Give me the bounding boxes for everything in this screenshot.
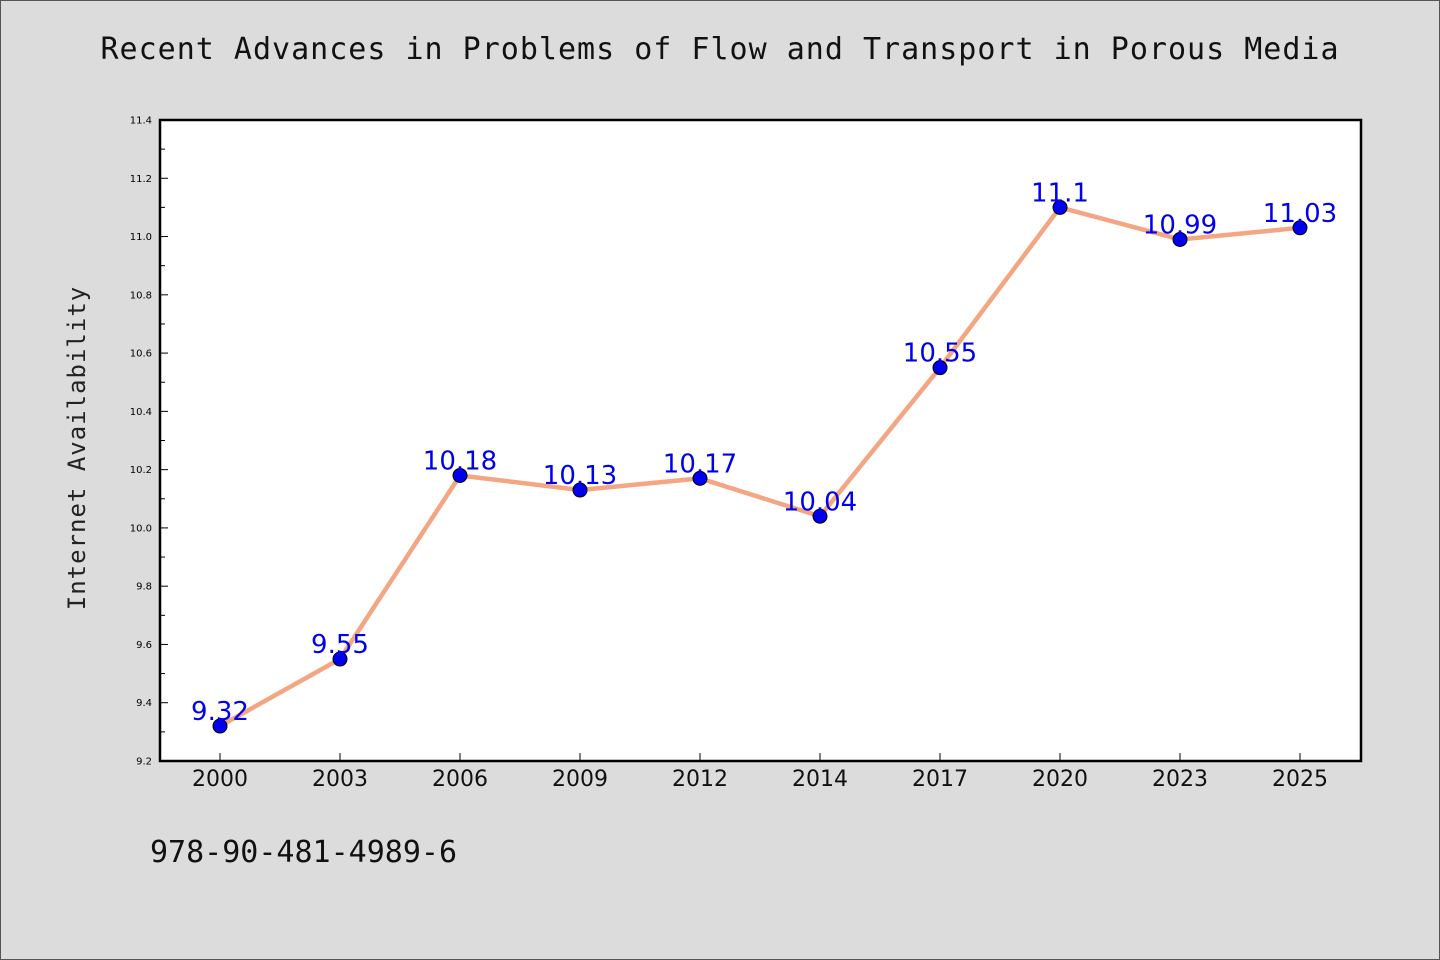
- y-tick-label: 10.8: [130, 290, 152, 301]
- x-tick-label: 2017: [912, 767, 968, 792]
- x-tick-label: 2012: [672, 767, 728, 792]
- x-tick-label: 2003: [312, 767, 368, 792]
- y-tick-label: 11.4: [130, 116, 152, 127]
- data-markers: [212, 199, 1308, 734]
- y-tick-label: 9.8: [136, 582, 152, 593]
- x-tick-label: 2023: [1152, 767, 1208, 792]
- data-point: [812, 508, 828, 524]
- chart-title: Recent Advances in Problems of Flow and …: [100, 32, 1340, 67]
- y-tick-label: 11.0: [130, 232, 152, 243]
- data-label: 9.55: [311, 630, 369, 660]
- x-tick-label: 2025: [1272, 767, 1328, 792]
- y-tick-label: 9.6: [136, 640, 152, 651]
- data-label: 10.04: [783, 487, 857, 517]
- plot-area: [158, 118, 1363, 763]
- y-tick-label: 10.4: [130, 407, 152, 418]
- data-label: 9.32: [191, 697, 249, 727]
- x-tick-label: 2020: [1032, 767, 1088, 792]
- data-label: 11.1: [1031, 178, 1089, 208]
- x-tick-label: 2000: [192, 767, 248, 792]
- data-point: [332, 651, 348, 667]
- y-tick-label: 10.0: [130, 523, 152, 534]
- x-tick-label: 2006: [432, 767, 488, 792]
- x-tick-label: 2014: [792, 767, 848, 792]
- x-tick-label: 2009: [552, 767, 608, 792]
- data-label: 10.18: [423, 446, 497, 476]
- data-point: [1292, 220, 1308, 236]
- data-point: [932, 360, 948, 376]
- isbn-footer: 978-90-481-4989-6: [150, 835, 458, 870]
- data-labels: 9.32 9.55 10.18 10.13 10.17 10.04 10.55 11.1 10.…: [191, 178, 1337, 727]
- data-label: 10.99: [1143, 210, 1217, 240]
- y-tick-label: 10.6: [130, 349, 152, 360]
- data-label: 10.17: [663, 449, 737, 479]
- y-tick-label: 11.2: [130, 174, 152, 185]
- data-point: [572, 482, 588, 498]
- series-line: [217, 205, 1303, 729]
- y-axis: 9.2 9.4 9.6 9.8 10.0 10.2 10.4 10.6 10.8 11.0 11.2…: [130, 116, 168, 768]
- data-point: [692, 470, 708, 486]
- data-point: [452, 467, 468, 483]
- x-axis: 2000 2003 2006 2009 2012 2014 2017 2020 2023 2025: [192, 753, 1328, 792]
- y-tick-label: 9.4: [136, 698, 152, 709]
- data-label: 11.03: [1263, 199, 1337, 229]
- data-point: [212, 718, 228, 734]
- data-point: [1052, 199, 1068, 215]
- data-label: 10.13: [543, 461, 617, 491]
- data-point: [1172, 231, 1188, 247]
- y-tick-label: 10.2: [130, 465, 152, 476]
- y-tick-label: 9.2: [136, 757, 152, 768]
- data-label: 10.55: [903, 339, 977, 369]
